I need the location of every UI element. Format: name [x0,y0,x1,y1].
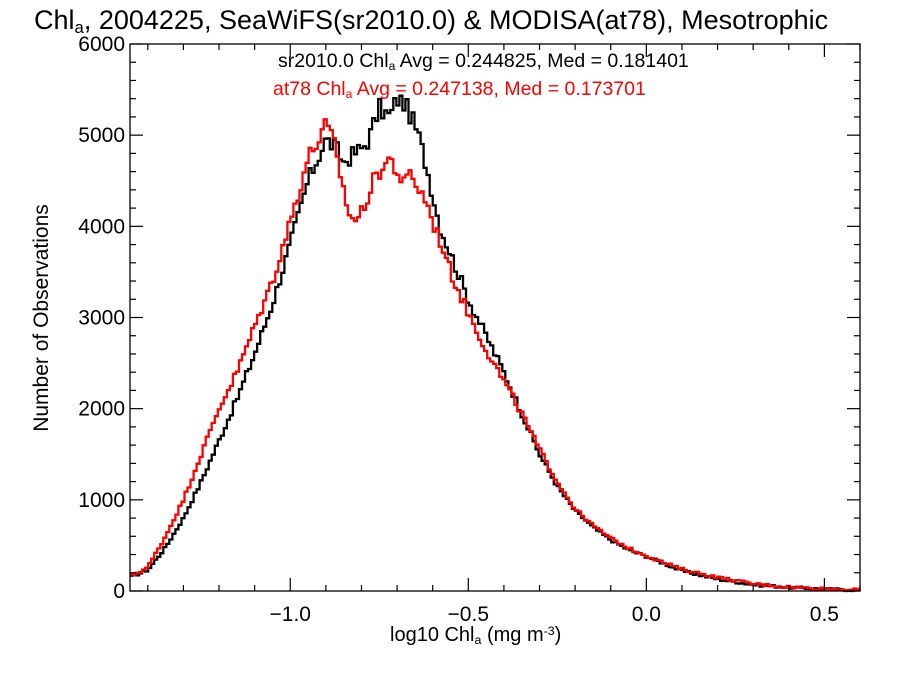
x-tick-label: 0.0 [632,603,661,626]
series-sr2010-0-line [130,94,861,593]
y-tick-label: 6000 [78,33,125,56]
x-tick-label: −0.5 [448,603,489,626]
x-tick-label: −1.0 [270,603,311,626]
y-tick-label: 2000 [78,398,125,421]
y-tick-label: 0 [113,580,125,603]
chart-title: Chla, 2004225, SeaWiFS(sr2010.0) & MODIS… [34,5,829,38]
stat-at78: at78 Chla Avg = 0.247138, Med = 0.173701 [273,78,646,102]
plot-frame [129,43,861,592]
x-axis-label: log10 Chla (mg m-3) [390,623,562,648]
y-tick-label: 5000 [78,124,125,147]
x-tick-label: 0.5 [810,603,839,626]
series-at78-line [130,118,861,592]
stat-sr2010: sr2010.0 Chla Avg = 0.244825, Med = 0.18… [278,50,689,74]
y-tick-label: 1000 [78,489,125,512]
y-tick-label: 4000 [78,215,125,238]
y-tick-label: 3000 [78,307,125,330]
